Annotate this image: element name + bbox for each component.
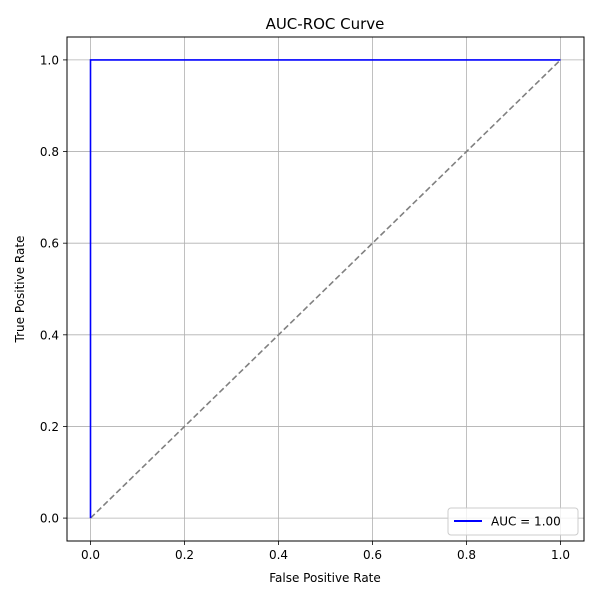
y-tick-label: 0.6	[40, 237, 59, 251]
y-tick-label: 0.0	[40, 512, 59, 526]
x-axis-label: False Positive Rate	[269, 571, 381, 585]
legend: AUC = 1.00	[447, 507, 579, 536]
chance-diagonal-line	[89, 59, 562, 519]
y-tick-label: 1.0	[40, 53, 59, 67]
series-layer	[89, 59, 561, 519]
reference-line-layer	[89, 59, 562, 519]
legend-label: AUC = 1.00	[491, 515, 561, 529]
y-axis-label: True Positive Rate	[13, 236, 27, 344]
x-tick-label: 0.2	[175, 548, 194, 562]
grid	[67, 37, 584, 541]
axes-frame	[66, 36, 585, 542]
y-tick-label: 0.4	[40, 328, 59, 342]
x-tick-label: 0.6	[363, 548, 382, 562]
legend-box	[447, 507, 579, 536]
ticks: 0.0 0.2 0.4 0.6 0.8 1.0 0.0 0.2 0.4 0.6 0.8 1.0	[40, 53, 570, 562]
roc-curve-line	[89, 59, 561, 519]
x-tick-label: 1.0	[551, 548, 570, 562]
y-tick-label: 0.2	[40, 420, 59, 434]
x-tick-label: 0.0	[81, 548, 100, 562]
x-tick-label: 0.8	[457, 548, 476, 562]
y-tick-label: 0.8	[40, 145, 59, 159]
x-tick-label: 0.4	[269, 548, 288, 562]
chart-title: AUC-ROC Curve	[266, 15, 385, 33]
